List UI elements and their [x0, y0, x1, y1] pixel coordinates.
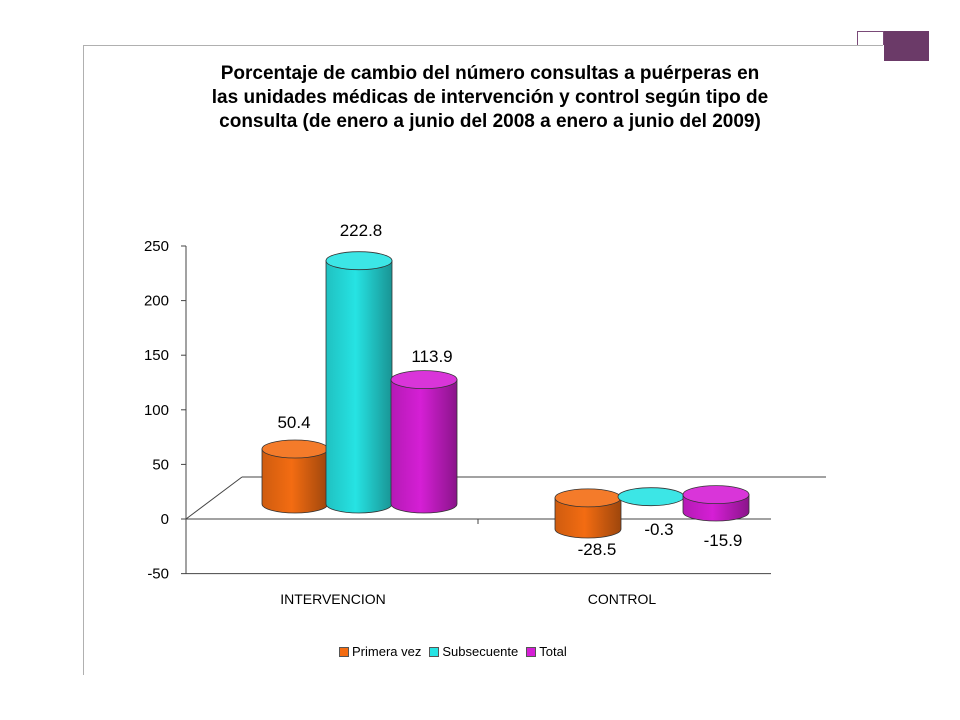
title-line-1: Porcentaje de cambio del número consulta… — [220, 63, 760, 84]
y-tick-label: 100 — [144, 402, 169, 419]
legend: Primera vez Subsecuente Total — [339, 644, 567, 659]
bar-body — [325, 260, 393, 514]
y-tick-label: 200 — [144, 293, 169, 310]
bar-total-intervencion — [390, 370, 458, 514]
legend-swatch-total — [526, 646, 537, 657]
legend-item-primera-vez: Primera vez — [339, 644, 421, 659]
data-label: -28.5 — [578, 540, 617, 559]
legend-swatch-primera-vez — [339, 646, 349, 657]
data-label: -15.9 — [704, 531, 743, 550]
legend-label-subsecuente: Subsecuente — [442, 644, 519, 659]
slide-frame-top — [83, 45, 883, 46]
bar-primera-vez-control — [554, 488, 622, 539]
bar-body — [390, 379, 458, 514]
y-tick-label: 150 — [144, 347, 169, 364]
y-tick-label: -50 — [147, 566, 169, 583]
bar-primera-vez-intervencion — [261, 439, 329, 514]
y-tick-label: 50 — [152, 456, 169, 473]
bar-body — [554, 497, 622, 539]
chart-title: Porcentaje de cambio del número consulta… — [140, 62, 840, 134]
bar-subsecuente-control — [617, 487, 685, 507]
y-tick-label: 0 — [161, 511, 169, 528]
x-category-label: INTERVENCION — [280, 591, 386, 607]
data-label: -0.3 — [644, 520, 673, 539]
data-label: 222.8 — [340, 221, 383, 240]
legend-label-primera-vez: Primera vez — [352, 644, 422, 659]
bar-total-control — [682, 485, 750, 522]
legend-swatch-subsecuente — [429, 646, 440, 657]
floor-edge-line — [185, 476, 243, 520]
bar-body — [261, 448, 329, 514]
accent-block — [884, 31, 929, 61]
title-line-3: consulta (de enero a junio del 2008 a en… — [219, 111, 761, 132]
legend-item-subsecuente: Subsecuente — [429, 644, 518, 659]
bar-top — [325, 251, 393, 271]
slide-frame-left — [83, 45, 84, 675]
accent-outline — [857, 31, 884, 45]
data-label: 113.9 — [411, 347, 452, 366]
bar-top — [554, 488, 622, 508]
legend-label-total: Total — [539, 644, 567, 659]
bar-top — [617, 487, 685, 507]
bar-subsecuente-intervencion — [325, 251, 393, 514]
title-line-2: las unidades médicas de intervención y c… — [211, 87, 769, 108]
x-category-label: CONTROL — [588, 591, 657, 607]
bar-top — [682, 485, 750, 505]
bar-top — [390, 370, 458, 390]
legend-item-total: Total — [526, 644, 567, 659]
y-tick-label: 250 — [144, 238, 169, 255]
data-label: 50.4 — [277, 413, 310, 432]
bar-top — [261, 439, 329, 459]
